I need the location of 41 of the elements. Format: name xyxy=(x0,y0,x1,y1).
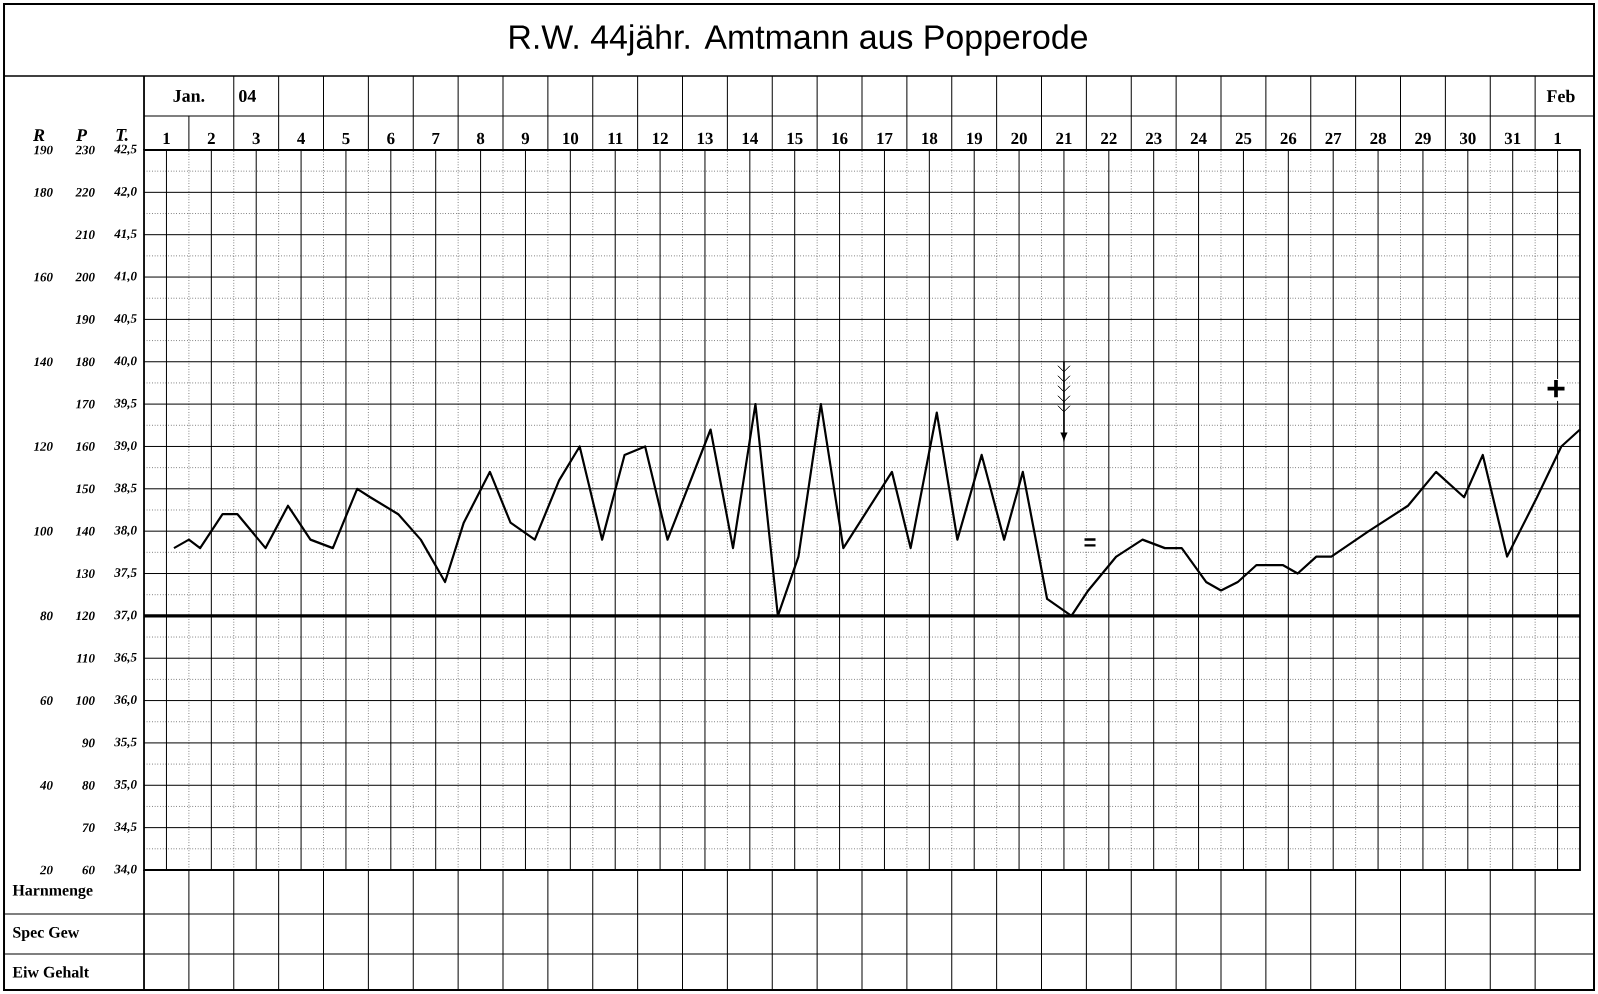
x-tick-label: 22 xyxy=(1101,132,1117,144)
x-tick-label: 12 xyxy=(652,132,668,144)
x-tick-label: 4 xyxy=(297,132,305,144)
text: 04 xyxy=(239,89,256,103)
x-tick-label: 1 xyxy=(1554,132,1561,144)
x-tick-label: 24 xyxy=(1190,132,1207,144)
y3-axis-title: R xyxy=(32,129,45,141)
x-tick-label: 6 xyxy=(387,132,395,145)
x-tick-label: 25 xyxy=(1235,132,1252,145)
x-tick-label: 26 xyxy=(1280,132,1297,145)
annotation: + xyxy=(1547,380,1565,398)
x-tick-label: 14 xyxy=(742,132,758,144)
x-tick-label: 20 xyxy=(1011,132,1027,145)
x-tick-label: 5 xyxy=(342,132,350,145)
x-tick-label: 27 xyxy=(1325,132,1342,144)
x-tick-label: 13 xyxy=(697,132,713,145)
x-tick-label: 16 xyxy=(832,132,848,145)
x-tick-label: 10 xyxy=(563,132,579,145)
x-tick-label: 17 xyxy=(877,132,893,144)
x-tick-label: 11 xyxy=(608,132,623,144)
annotation: = xyxy=(1084,538,1096,547)
text: Jan. xyxy=(173,89,205,102)
x-tick-label: 21 xyxy=(1056,132,1072,144)
x-tick-label: 30 xyxy=(1459,132,1476,145)
x-tick-label: 2 xyxy=(207,132,215,144)
chart-title: R.W. 44jähr. Amtmann aus Popperode xyxy=(510,24,1088,56)
y-axis-title: T. xyxy=(116,128,128,141)
x-tick-label: 29 xyxy=(1415,132,1431,145)
x-tick-label: 31 xyxy=(1504,132,1521,145)
x-tick-label: 18 xyxy=(922,132,938,145)
x-tick-label: 9 xyxy=(521,132,530,145)
text: Feb xyxy=(1546,89,1575,103)
x-tick-label: 8 xyxy=(476,132,485,145)
y2-axis-title: P xyxy=(76,129,88,141)
x-tick-label: 28 xyxy=(1370,132,1386,145)
x-tick-label: 1 xyxy=(163,132,170,144)
x-tick-label: 19 xyxy=(967,132,983,145)
x-tick-label: 7 xyxy=(432,132,440,144)
x-tick-label: 3 xyxy=(252,132,260,145)
x-tick-label: 15 xyxy=(787,132,803,145)
x-tick-label: 23 xyxy=(1145,132,1162,145)
